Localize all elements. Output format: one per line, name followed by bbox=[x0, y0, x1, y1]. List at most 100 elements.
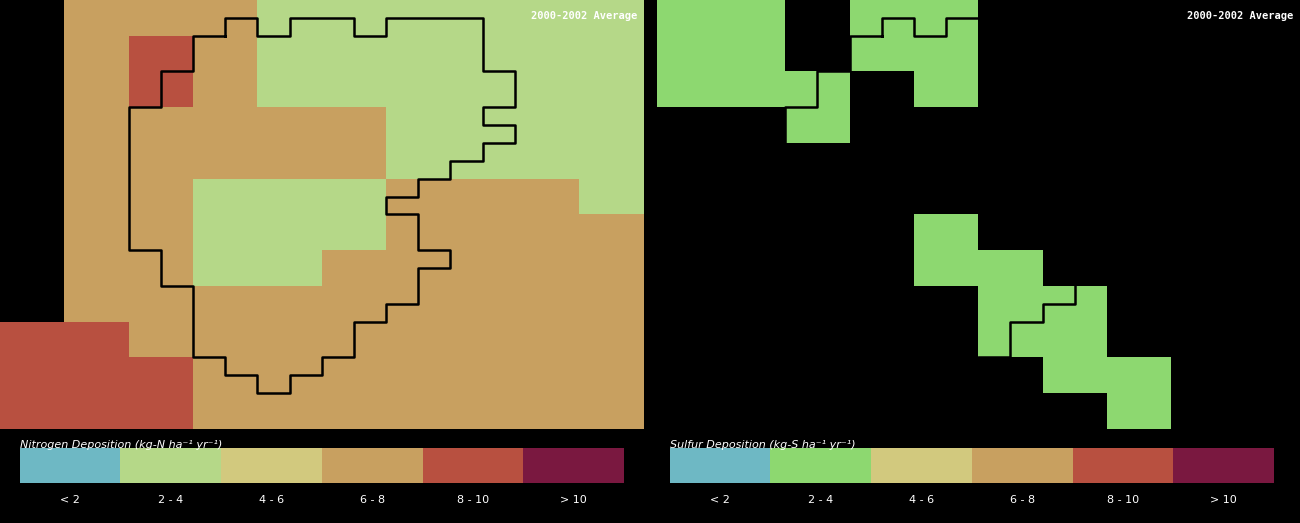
Text: Sulfur Deposition (kg-S ha⁻¹ yr⁻¹): Sulfur Deposition (kg-S ha⁻¹ yr⁻¹) bbox=[670, 440, 855, 450]
Bar bbox=[451, 0, 515, 36]
Bar bbox=[322, 214, 386, 250]
Bar bbox=[386, 250, 451, 286]
Bar bbox=[656, 0, 785, 72]
Bar bbox=[257, 0, 322, 36]
Bar bbox=[65, 393, 129, 429]
Bar bbox=[322, 0, 386, 36]
Bar bbox=[129, 286, 194, 322]
Text: < 2: < 2 bbox=[60, 495, 79, 505]
Bar bbox=[451, 393, 515, 429]
Bar bbox=[670, 448, 770, 483]
Bar bbox=[194, 179, 257, 214]
Bar bbox=[386, 357, 451, 393]
Bar bbox=[65, 0, 129, 36]
Bar bbox=[515, 322, 580, 357]
Bar bbox=[129, 36, 194, 72]
Bar bbox=[451, 143, 515, 179]
Bar bbox=[65, 393, 129, 429]
Bar bbox=[65, 36, 129, 72]
Bar bbox=[65, 357, 129, 393]
Bar bbox=[129, 357, 194, 393]
Text: 2000-2002 Average: 2000-2002 Average bbox=[1187, 11, 1294, 21]
Bar bbox=[523, 448, 624, 483]
Bar bbox=[580, 179, 643, 214]
Bar bbox=[194, 322, 257, 357]
Bar bbox=[65, 322, 129, 357]
Bar bbox=[386, 72, 451, 107]
Text: 6 - 8: 6 - 8 bbox=[1010, 495, 1035, 505]
Bar bbox=[257, 179, 322, 214]
Bar bbox=[386, 0, 451, 36]
Bar bbox=[580, 143, 643, 179]
Text: > 10: > 10 bbox=[1210, 495, 1238, 505]
Bar bbox=[194, 286, 257, 322]
Bar bbox=[322, 36, 386, 72]
Bar bbox=[1072, 448, 1173, 483]
Bar bbox=[515, 36, 580, 72]
Bar bbox=[322, 357, 386, 393]
Bar bbox=[871, 448, 972, 483]
Bar bbox=[65, 179, 129, 214]
Bar bbox=[515, 107, 580, 143]
Bar bbox=[451, 143, 515, 179]
Bar bbox=[515, 0, 580, 36]
Text: > 10: > 10 bbox=[560, 495, 588, 505]
Bar bbox=[451, 286, 515, 322]
Bar bbox=[1108, 357, 1171, 393]
Bar bbox=[129, 107, 194, 143]
Bar bbox=[257, 72, 322, 107]
Bar bbox=[422, 448, 523, 483]
Text: 4 - 6: 4 - 6 bbox=[259, 495, 283, 505]
Bar bbox=[0, 322, 65, 357]
Bar bbox=[129, 214, 194, 250]
Bar bbox=[0, 393, 65, 429]
Bar bbox=[194, 357, 257, 393]
Bar bbox=[580, 214, 643, 250]
Bar bbox=[194, 72, 257, 107]
Text: 4 - 6: 4 - 6 bbox=[909, 495, 933, 505]
Bar bbox=[580, 0, 643, 36]
Bar bbox=[451, 107, 515, 143]
Bar bbox=[451, 107, 515, 143]
Bar bbox=[65, 357, 129, 393]
Bar bbox=[515, 107, 580, 143]
Bar bbox=[221, 448, 322, 483]
Bar bbox=[322, 107, 386, 143]
Bar bbox=[386, 143, 451, 179]
Bar bbox=[257, 214, 322, 250]
Bar bbox=[515, 36, 580, 72]
Bar bbox=[194, 36, 257, 72]
Bar bbox=[386, 393, 451, 429]
Bar bbox=[129, 179, 194, 214]
Bar bbox=[451, 36, 515, 72]
Bar bbox=[257, 179, 322, 214]
Bar bbox=[850, 0, 978, 72]
Bar bbox=[257, 393, 322, 429]
Bar bbox=[1043, 286, 1106, 357]
Bar bbox=[257, 107, 322, 143]
Bar bbox=[515, 143, 580, 179]
Bar bbox=[580, 286, 643, 322]
Bar bbox=[515, 72, 580, 107]
Bar bbox=[386, 36, 451, 72]
Bar bbox=[972, 448, 1072, 483]
Bar bbox=[451, 322, 515, 357]
Bar bbox=[914, 214, 979, 286]
Bar bbox=[978, 322, 1043, 357]
Bar bbox=[322, 72, 386, 107]
Bar bbox=[580, 250, 643, 286]
Bar bbox=[194, 107, 257, 143]
Bar bbox=[194, 214, 257, 250]
Bar bbox=[194, 250, 257, 286]
Bar bbox=[386, 214, 451, 250]
Bar bbox=[322, 250, 386, 286]
Bar bbox=[129, 36, 194, 72]
Bar bbox=[580, 36, 643, 72]
Text: < 2: < 2 bbox=[710, 495, 729, 505]
Bar bbox=[257, 286, 322, 322]
Bar bbox=[322, 214, 386, 250]
Bar bbox=[257, 357, 322, 393]
Bar bbox=[257, 36, 322, 72]
Bar bbox=[322, 143, 386, 179]
Bar bbox=[580, 322, 643, 357]
